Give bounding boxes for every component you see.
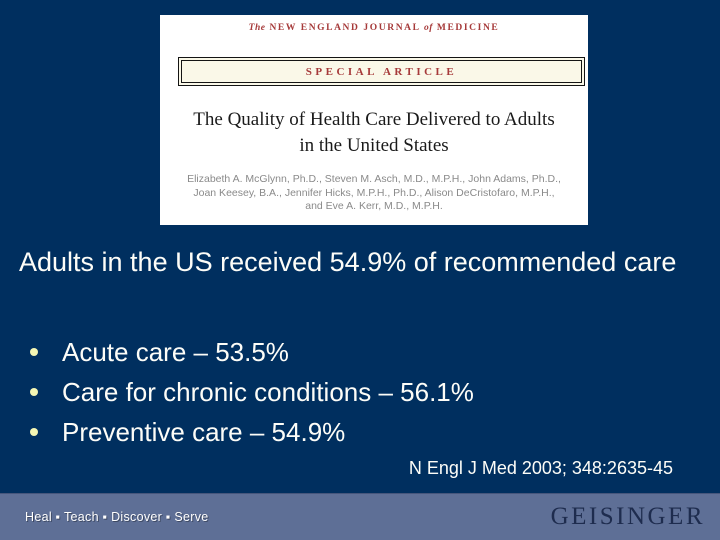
bullet-text: Preventive care – 54.9% [62,417,346,447]
article-authors: Elizabeth A. McGlynn, Ph.D., Steven M. A… [187,173,561,212]
nejm-masthead: The NEW ENGLAND JOURNAL of MEDICINE [160,23,588,33]
masthead-medicine: MEDICINE [436,23,500,33]
masthead-of: of [424,23,433,33]
bullet-item-preventive-care: Preventive care – 54.9% [30,412,474,452]
bullet-dot-icon [30,348,38,356]
geisinger-logo: GEISINGER [550,503,705,530]
bullet-text: Acute care – 53.5% [62,337,289,367]
footer-motto: Heal ▪ Teach ▪ Discover ▪ Serve [25,510,209,524]
journal-article-image: The NEW ENGLAND JOURNAL of MEDICINE SPEC… [160,15,588,225]
bullet-text: Care for chronic conditions – 56.1% [62,377,474,407]
journal-citation: N Engl J Med 2003; 348:2635-45 [408,458,673,478]
special-article-banner: SPECIAL ARTICLE [178,57,585,86]
slide-headline: Adults in the US received 54.9% of recom… [19,247,677,277]
bullet-item-acute-care: Acute care – 53.5% [30,332,474,372]
footer-bar: Heal ▪ Teach ▪ Discover ▪ Serve GEISINGE… [0,493,720,540]
bullet-item-chronic-conditions: Care for chronic conditions – 56.1% [30,372,474,412]
article-title: The Quality of Health Care Delivered to … [193,109,555,156]
special-article-label: SPECIAL ARTICLE [305,65,458,78]
bullet-list: Acute care – 53.5% Care for chronic cond… [30,332,474,452]
bullet-dot-icon [30,388,38,396]
masthead-the: The [248,23,266,33]
bullet-dot-icon [30,428,38,436]
masthead-new-england-journal: NEW ENGLAND JOURNAL [269,23,421,33]
